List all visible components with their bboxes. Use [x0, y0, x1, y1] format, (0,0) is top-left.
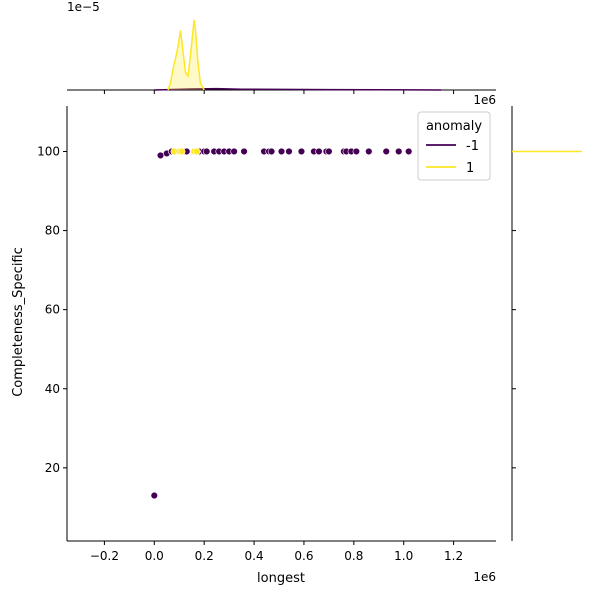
- point-s0-32: [405, 147, 413, 156]
- x-tick-label-0: −0.2: [90, 549, 119, 563]
- point-s0-14: [240, 147, 248, 156]
- y-tick-label-4: 100: [37, 144, 60, 158]
- y-tick-label-3: 80: [45, 224, 60, 238]
- top-kde-line-0: [154, 87, 442, 91]
- y-tick-label-2: 60: [45, 303, 60, 317]
- point-s0-28: [352, 147, 361, 156]
- point-s0-1: [156, 151, 165, 160]
- point-s0-22: [315, 147, 323, 156]
- x-tick-label-5: 0.8: [344, 549, 363, 563]
- point-s0-31: [395, 147, 403, 156]
- point-s0-13: [230, 147, 238, 156]
- point-s0-24: [325, 147, 333, 156]
- right-marginal-axis: [511, 106, 582, 541]
- point-s0-18: [277, 147, 286, 156]
- x-offset-label: 1e6: [473, 570, 496, 584]
- point-s0-30: [382, 147, 390, 156]
- right-offset-label: 1e6: [473, 93, 496, 107]
- y-tick-label-1: 40: [45, 382, 60, 396]
- point-s0-20: [297, 147, 306, 156]
- x-axis-label: longest: [257, 571, 305, 586]
- x-tick-label-3: 0.4: [245, 549, 264, 563]
- legend: anomaly -1 1: [417, 111, 491, 181]
- x-tick-label-7: 1.2: [444, 549, 463, 563]
- top-offset-label: 1e−5: [67, 0, 100, 14]
- point-s0-8: [202, 147, 211, 156]
- x-tick-label-6: 1.0: [394, 549, 413, 563]
- x-tick-label-4: 0.6: [294, 549, 313, 563]
- legend-title: anomaly: [426, 119, 482, 134]
- legend-label-one: 1: [466, 161, 474, 176]
- point-s0-29: [365, 147, 373, 156]
- point-s0-19: [285, 147, 293, 156]
- point-s1-2: [178, 147, 186, 156]
- top-kde-fill-1: [168, 20, 205, 90]
- legend-box: [417, 111, 491, 181]
- point-s0-17: [267, 147, 276, 156]
- x-tick-label-1: 0.0: [145, 549, 164, 563]
- y-axis-label: Completeness_Specific: [11, 247, 26, 397]
- top-marginal-axis: [67, 19, 496, 94]
- point-s1-4: [192, 147, 201, 156]
- y-tick-label-0: 20: [45, 461, 60, 475]
- main-scatter-axes: −0.2 0.0 0.2 0.4 0.6 0.8 1.0 1.2 20 40 60 80 100: [37, 106, 496, 563]
- point-s0-0: [150, 491, 158, 500]
- legend-label-minus-one: -1: [466, 139, 479, 154]
- x-tick-label-2: 0.2: [195, 549, 214, 563]
- top-kde-line-1: [167, 19, 205, 91]
